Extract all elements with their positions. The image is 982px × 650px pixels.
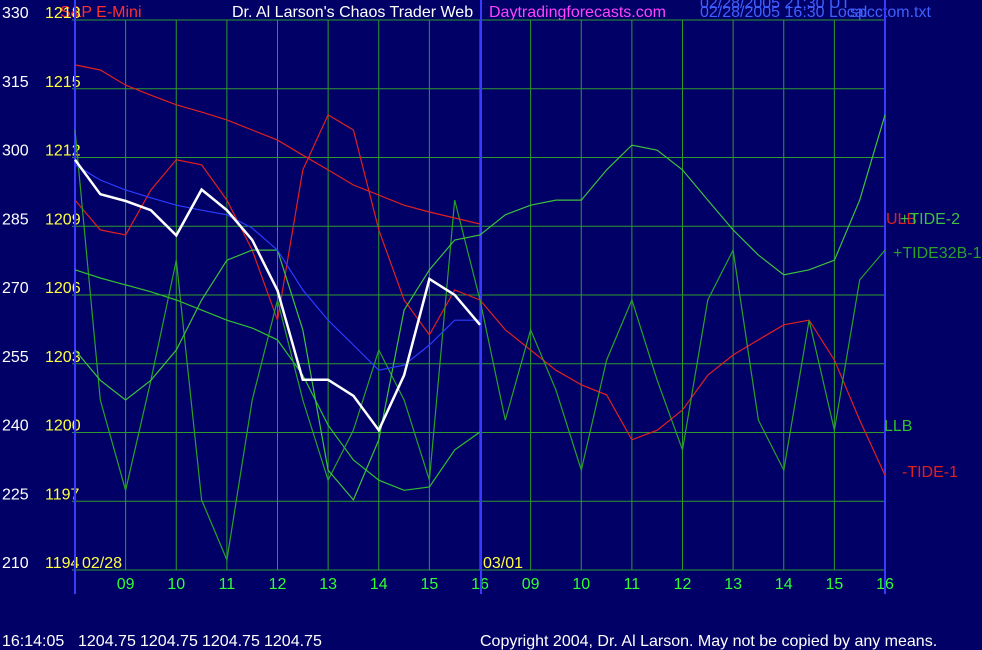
x-tick-label: 13 — [319, 576, 337, 593]
series-line — [74, 64, 481, 225]
y-tick-label: 285 — [2, 211, 29, 228]
y2-tick-label: 1209 — [45, 211, 81, 228]
x-tick-label: 14 — [775, 576, 793, 593]
status-time: 16:14:05 — [2, 633, 64, 650]
legend-label: LLB — [884, 418, 912, 435]
series-line — [73, 159, 481, 433]
series-line — [74, 269, 481, 491]
y-tick-label: 255 — [2, 349, 29, 366]
instrument: S&P E-Mini — [60, 4, 142, 21]
x-tick-label: 10 — [572, 576, 590, 593]
x-tick-label: 13 — [724, 576, 742, 593]
y2-tick-label: 1215 — [45, 74, 81, 91]
legend-label: ULB — [886, 211, 917, 228]
y-tick-label: 315 — [2, 74, 29, 91]
x-tick-label: 12 — [269, 576, 287, 593]
status-quote: 1204.75 — [202, 633, 260, 650]
x-tick-label: 15 — [420, 576, 438, 593]
y2-tick-label: 1206 — [45, 280, 81, 297]
y-tick-label: 300 — [2, 143, 29, 160]
y2-tick-label: 1194 — [45, 555, 80, 572]
y-tick-label: 270 — [2, 280, 29, 297]
series-line — [74, 164, 480, 371]
status-quote: 1204.75 — [140, 633, 198, 650]
series-line — [74, 129, 886, 563]
x-tick-label: 09 — [117, 576, 135, 593]
x-tick-label: 12 — [674, 576, 692, 593]
legend-label: +TIDE-2 — [900, 211, 960, 228]
y-tick-label: 330 — [2, 5, 29, 22]
legend-label: +TIDE32B-1 — [893, 245, 982, 262]
chart-title: Dr. Al Larson's Chaos Trader Web — [232, 4, 473, 21]
series-line — [74, 114, 886, 502]
timestamp-ut: 02/28/2005 21:30 UT — [700, 0, 851, 12]
site-name: Daytradingforecasts.com — [489, 4, 666, 21]
legend-label: -TIDE-1 — [902, 464, 958, 481]
y2-tick-label: 1197 — [45, 486, 80, 503]
y2-tick-label: 1203 — [45, 349, 81, 366]
x-tick-label: 14 — [370, 576, 388, 593]
copyright: Copyright 2004, Dr. Al Larson. May not b… — [480, 633, 937, 650]
x-tick-label: 11 — [624, 576, 641, 593]
file-name: spcctom.txt — [850, 4, 931, 21]
y-tick-label: 240 — [2, 418, 29, 435]
y2-tick-label: 1218 — [45, 5, 81, 22]
x-tick-label: 09 — [522, 576, 540, 593]
x-tick-label: 15 — [825, 576, 843, 593]
status-quote: 1204.75 — [78, 633, 136, 650]
y-tick-label: 210 — [2, 555, 29, 572]
x-tick-label: 11 — [219, 576, 236, 593]
status-quote: 1204.75 — [264, 633, 322, 650]
x-tick-label: 10 — [167, 576, 185, 593]
y2-tick-label: 1212 — [45, 143, 81, 160]
y2-tick-label: 1200 — [45, 418, 81, 435]
timestamp-local: 02/28/2005 16:30 Local — [700, 4, 867, 21]
date-label: 03/01 — [483, 555, 523, 572]
date-label: 02/28 — [82, 555, 122, 572]
y-tick-label: 225 — [2, 486, 29, 503]
